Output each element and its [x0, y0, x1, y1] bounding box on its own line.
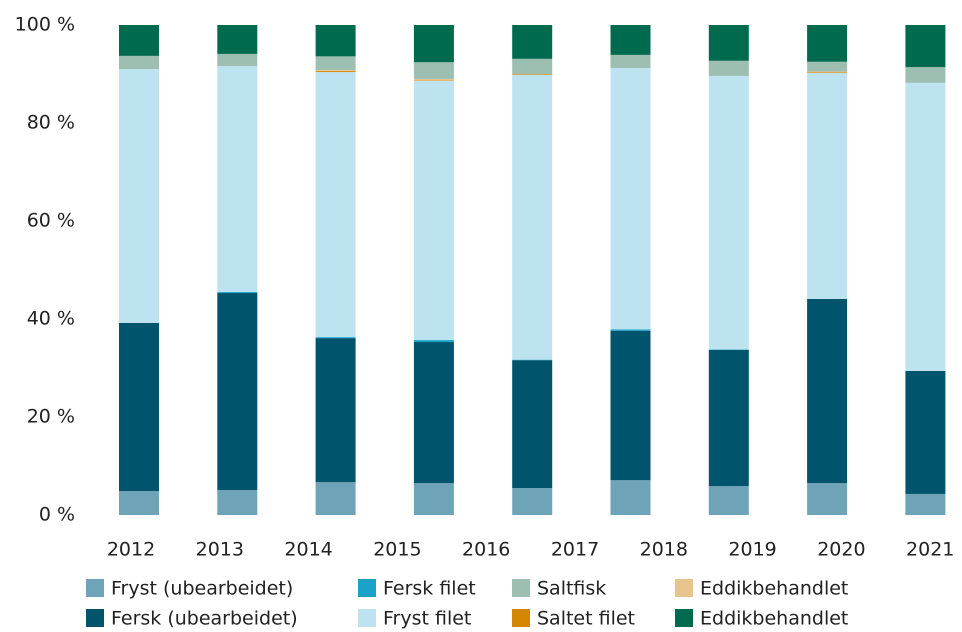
- bar-segment: [413, 78, 454, 81]
- legend-label: Fryst filet: [383, 608, 471, 630]
- bar-segment: [610, 480, 651, 515]
- bar-segment: [512, 360, 553, 489]
- x-tick-label: 2016: [462, 539, 510, 561]
- bar-segment: [315, 71, 356, 73]
- bar-segment: [217, 66, 258, 293]
- bar-segment: [807, 61, 848, 72]
- x-tick-label: 2017: [551, 539, 599, 561]
- legend-swatch: [86, 609, 104, 627]
- legend-label: Fersk (ubearbeidet): [111, 608, 298, 630]
- bar-segment: [119, 25, 159, 56]
- bar-segment: [413, 25, 454, 63]
- legend-swatch: [512, 609, 530, 627]
- bar-segment: [315, 482, 356, 515]
- bar-segment: [413, 342, 454, 484]
- y-tick-label: 60 %: [27, 210, 75, 232]
- legend-swatch: [675, 609, 693, 627]
- bar-segment: [413, 80, 454, 341]
- bar-segment: [315, 56, 356, 71]
- bar-segment: [315, 72, 356, 338]
- y-tick-label: 0 %: [39, 504, 75, 526]
- legend-swatch: [675, 579, 693, 597]
- legend-label: Saltfisk: [537, 578, 606, 600]
- bar-segment: [708, 75, 749, 350]
- legend-label: Saltet filet: [537, 608, 635, 630]
- bar-segment: [610, 329, 651, 331]
- legend-swatch: [358, 609, 376, 627]
- bar-segment: [119, 69, 159, 323]
- bar-segment: [610, 68, 651, 330]
- x-tick-label: 2018: [640, 539, 688, 561]
- legend-label: Eddikbehandlet: [700, 608, 848, 630]
- legend-swatch: [512, 579, 530, 597]
- bar-segment: [217, 53, 258, 67]
- bar-segment: [217, 292, 258, 294]
- bar-segment: [217, 490, 258, 515]
- x-tick-label: 2012: [107, 539, 155, 561]
- legend-label: Fersk filet: [383, 578, 476, 600]
- x-tick-label: 2021: [906, 539, 954, 561]
- legend-swatch: [358, 579, 376, 597]
- bar-segment: [708, 60, 749, 76]
- bar-segment: [512, 25, 553, 59]
- bar-segment: [217, 293, 258, 491]
- legend-swatch: [86, 579, 104, 597]
- legend-label: Eddikbehandlet: [700, 578, 848, 600]
- bar-segment: [905, 25, 946, 68]
- bar-segment: [807, 73, 848, 299]
- bar-segment: [905, 370, 946, 494]
- bar-segment: [315, 337, 356, 339]
- bar-segment: [905, 493, 946, 515]
- y-tick-label: 100 %: [15, 14, 75, 36]
- bar-segment: [807, 25, 848, 62]
- x-tick-label: 2019: [728, 539, 776, 561]
- bar-segment: [512, 58, 553, 74]
- bar-segment: [119, 322, 159, 491]
- bar-segment: [217, 25, 258, 54]
- bar-segment: [807, 483, 848, 515]
- bar-segment: [413, 62, 454, 79]
- bar-segment: [708, 25, 749, 61]
- bar-segment: [905, 82, 946, 371]
- bar-segment: [905, 67, 946, 83]
- bar-segment: [315, 25, 356, 57]
- bar-segment: [610, 25, 651, 55]
- bar-segment: [119, 55, 159, 70]
- bar-segment: [807, 71, 848, 73]
- bar-segment: [512, 74, 553, 360]
- bar-segment: [413, 340, 454, 343]
- y-tick-label: 80 %: [27, 112, 75, 134]
- bar-segment: [708, 486, 749, 515]
- x-tick-label: 2015: [373, 539, 421, 561]
- y-tick-label: 40 %: [27, 308, 75, 330]
- x-tick-label: 2013: [196, 539, 244, 561]
- x-tick-label: 2020: [817, 539, 865, 561]
- bar-segment: [315, 338, 356, 483]
- bar-segment: [413, 483, 454, 515]
- bar-segment: [315, 70, 356, 72]
- bar-segment: [610, 54, 651, 69]
- bar-segment: [512, 488, 553, 515]
- legend-label: Fryst (ubearbeidet): [111, 578, 293, 600]
- bar-segment: [610, 330, 651, 481]
- bar-segment: [708, 349, 749, 487]
- x-tick-label: 2014: [284, 539, 332, 561]
- y-tick-label: 20 %: [27, 406, 75, 428]
- bar-segment: [119, 490, 159, 515]
- bar-segment: [807, 298, 848, 484]
